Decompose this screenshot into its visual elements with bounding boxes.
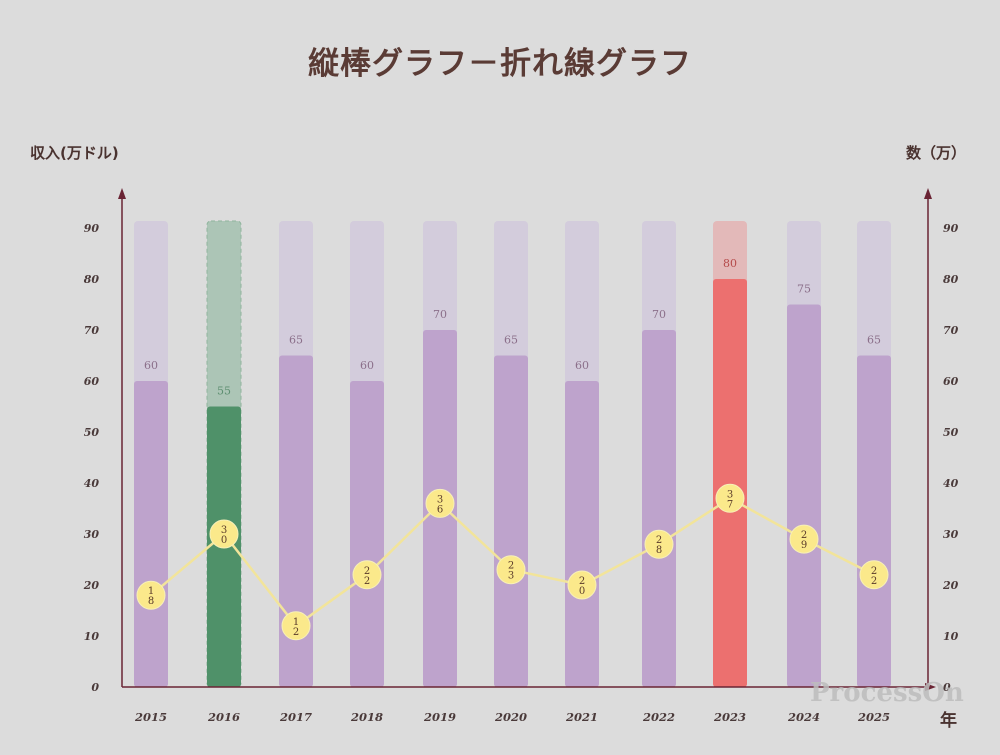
bar-2015 bbox=[134, 381, 168, 687]
x-tick-label-2022: 2022 bbox=[642, 710, 675, 724]
line-marker-2015 bbox=[136, 580, 166, 610]
left-y-tick-label-60: 60 bbox=[84, 375, 100, 388]
line-marker-2021 bbox=[567, 570, 597, 600]
bar-value-label-2015: 60 bbox=[144, 359, 158, 372]
right-y-tick-label-30: 30 bbox=[943, 528, 959, 541]
left-y-tick-label-90: 90 bbox=[84, 222, 100, 235]
bar-value-label-2025: 65 bbox=[867, 334, 881, 347]
left-y-tick-label-0: 0 bbox=[91, 681, 99, 694]
x-tick-label-2021: 2021 bbox=[565, 710, 598, 724]
bar-2017 bbox=[279, 355, 313, 687]
bar-2020 bbox=[494, 355, 528, 687]
bar-value-label-2018: 60 bbox=[360, 359, 374, 372]
bar-2024 bbox=[787, 304, 821, 687]
bar-value-label-2020: 65 bbox=[504, 334, 518, 347]
left-y-tick-label-70: 70 bbox=[84, 324, 100, 337]
right-axis-title: 数（万） bbox=[906, 144, 967, 162]
line-marker-2017 bbox=[281, 611, 311, 641]
line-marker-2022 bbox=[644, 529, 674, 559]
left-y-tick-label-50: 50 bbox=[84, 426, 100, 439]
left-axis-title: 収入(万ドル) bbox=[30, 144, 119, 162]
bar-value-label-2023: 80 bbox=[723, 257, 737, 270]
right-y-axis-arrow bbox=[924, 188, 932, 199]
bar-value-label-2024: 75 bbox=[797, 283, 811, 296]
left-y-tick-label-10: 10 bbox=[84, 630, 100, 643]
right-y-tick-label-20: 20 bbox=[942, 579, 959, 592]
watermark-logo: ProcessOn bbox=[810, 678, 964, 708]
right-y-tick-label-90: 90 bbox=[943, 222, 959, 235]
left-y-tick-label-40: 40 bbox=[84, 477, 100, 490]
line-marker-2020 bbox=[496, 555, 526, 585]
right-y-tick-label-0: 0 bbox=[943, 681, 951, 694]
right-y-tick-label-70: 70 bbox=[943, 324, 959, 337]
line-marker-2016 bbox=[209, 519, 239, 549]
bar-group bbox=[134, 279, 891, 687]
tick-label-group: 2015 2016 2017 2018 2019 2020 2021 2022 2023 2024… bbox=[83, 222, 959, 724]
bar-value-label-2019: 70 bbox=[433, 308, 447, 321]
bar-2025 bbox=[857, 355, 891, 687]
bar-2018 bbox=[350, 381, 384, 687]
line-marker-2023 bbox=[715, 483, 745, 513]
left-y-tick-label-30: 30 bbox=[84, 528, 100, 541]
bar-2023 bbox=[713, 279, 747, 687]
x-tick-label-2020: 2020 bbox=[494, 710, 527, 724]
line-marker-2018 bbox=[352, 560, 382, 590]
x-tick-label-2017: 2017 bbox=[279, 710, 312, 724]
x-tick-label-2016: 2016 bbox=[207, 710, 240, 724]
x-tick-label-2025: 2025 bbox=[857, 710, 890, 724]
axes-group bbox=[118, 188, 936, 691]
right-y-tick-label-60: 60 bbox=[943, 375, 959, 388]
x-axis-arrow bbox=[925, 683, 936, 691]
line-marker-2025 bbox=[859, 560, 889, 590]
left-y-axis-arrow bbox=[118, 188, 126, 199]
x-tick-label-2018: 2018 bbox=[350, 710, 383, 724]
bar-value-label-2021: 60 bbox=[575, 359, 589, 372]
x-tick-label-2015: 2015 bbox=[134, 710, 167, 724]
line-marker-2019 bbox=[425, 488, 455, 518]
bar-value-label-2017: 65 bbox=[289, 334, 303, 347]
chart-title: 縦棒グラフ－折れ線グラフ bbox=[308, 46, 692, 82]
bar-value-label-2016: 55 bbox=[217, 385, 231, 398]
x-tick-label-2024: 2024 bbox=[787, 710, 820, 724]
line-marker-2024 bbox=[789, 524, 819, 554]
bar-2022 bbox=[642, 330, 676, 687]
right-y-tick-label-40: 40 bbox=[943, 477, 959, 490]
right-y-tick-label-80: 80 bbox=[943, 273, 959, 286]
x-tick-label-2019: 2019 bbox=[423, 710, 456, 724]
bar-label-group: 60 55 65 60 70 65 60 70 80 75 65 bbox=[144, 257, 881, 398]
bar-value-label-2022: 70 bbox=[652, 308, 666, 321]
line-marker-group: 1 8 3 0 1 2 2 2 3 6 2 3 2 0 2 8 3 7 2 9 2 2 bbox=[136, 483, 889, 641]
left-y-tick-label-80: 80 bbox=[84, 273, 100, 286]
right-y-tick-label-50: 50 bbox=[943, 426, 959, 439]
right-y-tick-label-10: 10 bbox=[943, 630, 959, 643]
left-y-tick-label-20: 20 bbox=[83, 579, 100, 592]
x-axis-unit: 年 bbox=[940, 711, 957, 731]
x-tick-label-2023: 2023 bbox=[713, 710, 746, 724]
bar-2021 bbox=[565, 381, 599, 687]
